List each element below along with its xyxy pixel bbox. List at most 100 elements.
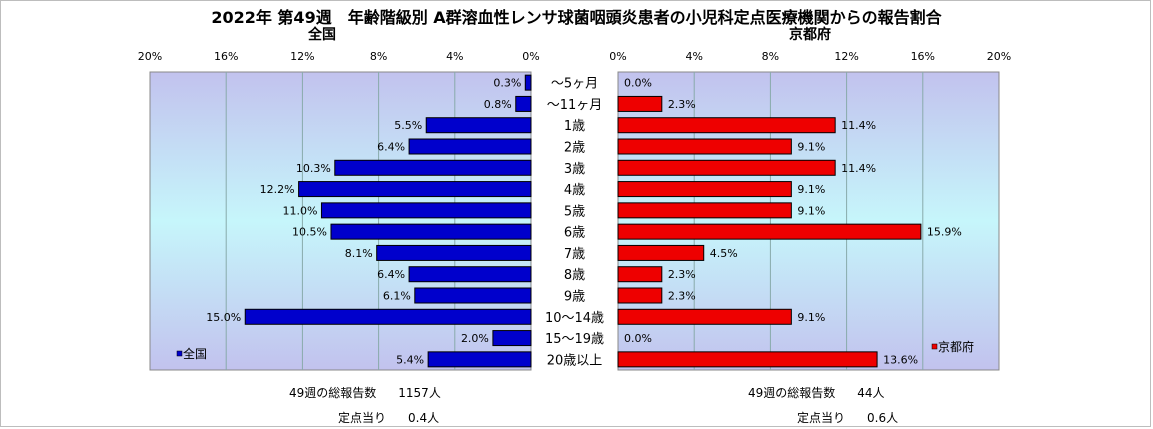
category-label: 5歳	[564, 204, 585, 219]
data-label-kyoto: 4.5%	[710, 247, 738, 260]
category-label: 2歳	[564, 141, 585, 156]
data-label-national: 15.0%	[206, 311, 241, 324]
bar-kyoto	[617, 202, 792, 219]
footer-kyoto-total-value: 44人	[857, 386, 885, 400]
data-label-kyoto: 2.3%	[668, 98, 696, 111]
bar-kyoto	[617, 95, 663, 112]
bar-kyoto	[617, 244, 705, 261]
legend-label-kyoto: 京都府	[938, 339, 974, 354]
tick-label-left: 0%	[522, 50, 539, 63]
data-label-kyoto: 9.1%	[797, 183, 825, 196]
category-label: 4歳	[564, 183, 585, 198]
panel-label-national: 全国	[308, 27, 336, 43]
category-label: 20歳以上	[547, 353, 603, 368]
footer-national-per-value: 0.4人	[408, 411, 440, 425]
bar-kyoto	[617, 351, 878, 368]
data-label-national: 6.4%	[377, 141, 405, 154]
data-label-national: 11.0%	[282, 204, 317, 217]
panel-label-kyoto: 京都府	[789, 27, 831, 43]
data-label-national: 6.1%	[383, 290, 411, 303]
footer-national-per-label: 定点当り	[338, 411, 387, 425]
data-label-national: 5.5%	[394, 119, 422, 132]
footer-kyoto-per: 定点当り 0.6人	[797, 409, 898, 426]
data-label-national: 2.0%	[461, 332, 489, 345]
category-label: 3歳	[564, 162, 585, 177]
tick-label-left: 20%	[138, 50, 162, 63]
data-label-national: 0.8%	[484, 98, 512, 111]
data-label-kyoto: 11.4%	[841, 119, 876, 132]
bar-national	[427, 351, 532, 368]
data-label-national: 8.1%	[345, 247, 373, 260]
bar-kyoto	[617, 266, 663, 283]
bar-national	[425, 117, 532, 134]
bar-kyoto	[617, 159, 836, 176]
bar-national	[244, 308, 532, 325]
category-label: 1歳	[564, 119, 585, 134]
tick-label-right: 16%	[911, 50, 935, 63]
legend-swatch-kyoto	[931, 343, 938, 350]
bar-kyoto	[617, 138, 792, 155]
plot-area-kyoto	[617, 71, 1000, 371]
data-label-kyoto: 15.9%	[927, 226, 962, 239]
footer-kyoto-per-value: 0.6人	[867, 411, 899, 425]
plot-area-national	[149, 71, 532, 371]
data-label-kyoto: 0.0%	[624, 332, 652, 345]
category-label: 7歳	[564, 247, 585, 262]
data-label-kyoto: 11.4%	[841, 162, 876, 175]
legend-swatch-national	[176, 350, 183, 357]
bar-kyoto	[617, 287, 663, 304]
bar-national	[298, 181, 532, 198]
data-label-kyoto: 0.0%	[624, 77, 652, 90]
bar-national	[408, 266, 532, 283]
data-label-kyoto: 9.1%	[797, 311, 825, 324]
footer-kyoto-per-label: 定点当り	[797, 411, 846, 425]
tick-label-left: 4%	[446, 50, 463, 63]
chart-title: 2022年 第49週 年齢階級別 A群溶血性レンサ球菌咽頭炎患者の小児科定点医療…	[211, 8, 942, 27]
bar-national	[492, 330, 532, 347]
bar-national	[524, 74, 532, 91]
tick-label-left: 16%	[214, 50, 238, 63]
footer-national-total-label: 49週の総報告数	[289, 386, 377, 400]
footer-national-total-value: 1157人	[398, 386, 441, 400]
category-label: 15～19歳	[545, 332, 604, 347]
tick-label-right: 0%	[609, 50, 626, 63]
data-label-kyoto: 9.1%	[797, 204, 825, 217]
data-label-kyoto: 9.1%	[797, 141, 825, 154]
tick-label-right: 8%	[762, 50, 779, 63]
bar-national	[414, 287, 532, 304]
data-label-national: 6.4%	[377, 268, 405, 281]
bar-national	[408, 138, 532, 155]
data-label-national: 12.2%	[260, 183, 295, 196]
category-label: ～11ヶ月	[547, 98, 603, 113]
data-label-national: 5.4%	[396, 353, 424, 366]
tick-label-right: 4%	[685, 50, 702, 63]
legend-label-national: 全国	[183, 346, 207, 361]
category-label: 6歳	[564, 226, 585, 241]
bar-national	[330, 223, 532, 240]
bar-national	[515, 95, 532, 112]
footer-kyoto-total-label: 49週の総報告数	[748, 386, 836, 400]
tick-label-left: 12%	[290, 50, 314, 63]
data-label-kyoto: 2.3%	[668, 290, 696, 303]
bar-kyoto	[617, 223, 922, 240]
category-label: 9歳	[564, 290, 585, 305]
category-label: 8歳	[564, 268, 585, 283]
bar-national	[376, 244, 532, 261]
footer-national-per: 定点当り 0.4人	[338, 409, 439, 426]
bar-national	[320, 202, 532, 219]
tick-label-right: 20%	[987, 50, 1011, 63]
data-label-national: 10.3%	[296, 162, 331, 175]
bar-kyoto	[617, 181, 792, 198]
footer-kyoto-total: 49週の総報告数 44人	[748, 384, 885, 401]
category-label: 10～14歳	[545, 311, 604, 326]
footer-national-total: 49週の総報告数 1157人	[289, 384, 441, 401]
bar-national	[334, 159, 532, 176]
data-label-national: 10.5%	[292, 226, 327, 239]
data-label-kyoto: 2.3%	[668, 268, 696, 281]
data-label-national: 0.3%	[493, 77, 521, 90]
bar-kyoto	[617, 308, 792, 325]
data-label-kyoto: 13.6%	[883, 353, 918, 366]
category-label: ～5ヶ月	[551, 77, 598, 92]
